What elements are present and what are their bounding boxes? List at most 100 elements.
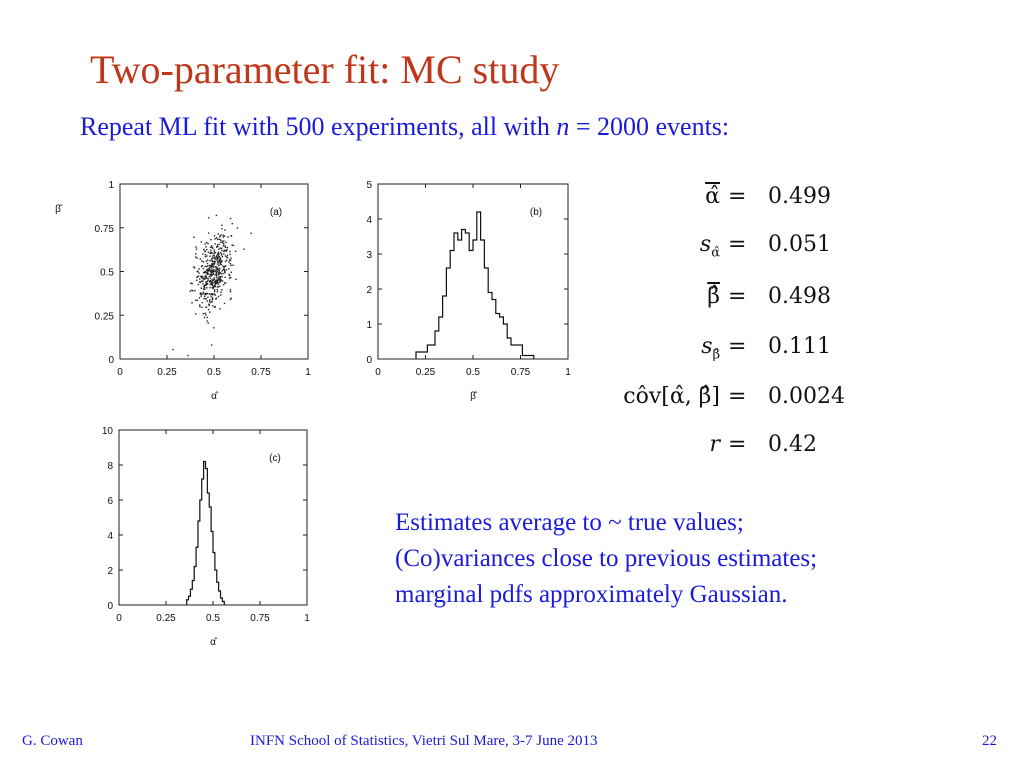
scatter-point (209, 274, 211, 276)
stat-eq: = (728, 232, 747, 257)
footer-author: G. Cowan (22, 733, 83, 749)
scatter-point (205, 283, 208, 286)
y-tick-label: 4 (107, 531, 113, 542)
scatter-point (214, 260, 216, 263)
scatter-point (217, 245, 219, 248)
stat-lhs: sα̂ (700, 232, 720, 260)
scatter-point (203, 284, 206, 287)
scatter-point (202, 291, 205, 293)
scatter-point (211, 265, 214, 267)
scatter-point (210, 267, 213, 269)
scatter-point (230, 259, 232, 261)
scatter-point (198, 272, 200, 274)
scatter-point (213, 253, 215, 255)
stat-eq: = (728, 184, 747, 209)
scatter-point (214, 282, 217, 284)
scatter-point (224, 270, 226, 272)
histogram-plot-b: 0 0.25 0.5 0.75 1 0 1 2 3 4 5 β̂ (b) (366, 180, 571, 402)
scatter-point (223, 302, 226, 305)
scatter-point (223, 269, 226, 271)
stat-alpha-mean: α̂ = 0.499 (600, 184, 860, 218)
scatter-point (201, 301, 203, 304)
stat-eq: = (728, 432, 747, 457)
scatter-point (209, 270, 212, 273)
scatter-point (217, 255, 220, 257)
scatter-point (222, 236, 225, 238)
scatter-point (219, 278, 222, 281)
scatter-point (211, 301, 213, 303)
scatter-point (214, 280, 216, 282)
scatter-point (216, 268, 218, 271)
scatter-point (205, 306, 208, 308)
y-tick-label: 2 (366, 285, 372, 296)
scatter-point (205, 284, 207, 286)
scatter-point (217, 233, 219, 235)
stat-lhs: β̂ (707, 284, 720, 309)
scatter-point (223, 240, 225, 242)
scatter-point (204, 271, 207, 273)
scatter-point (218, 277, 220, 280)
scatter-point (187, 354, 189, 357)
scatter-point (215, 274, 218, 276)
scatter-point (215, 279, 218, 282)
scatter-point (216, 244, 219, 246)
scatter-point (220, 234, 222, 236)
scatter-point (209, 283, 212, 286)
scatter-point (200, 287, 202, 289)
scatter-point (220, 263, 223, 266)
scatter-point (234, 250, 237, 253)
x-axis-label: α̂ (210, 636, 218, 648)
scatter-point (210, 273, 213, 275)
scatter-point (209, 277, 212, 280)
x-tick-label: 1 (305, 367, 311, 378)
scatter-point (209, 265, 212, 267)
scatter-point (224, 276, 226, 279)
conclusions: Estimates average to ~ true values; (Co)… (395, 505, 995, 613)
scatter-point (193, 236, 195, 238)
scatter-point (232, 264, 234, 266)
scatter-point (215, 276, 218, 278)
scatter-point (214, 238, 216, 240)
scatter-point (217, 256, 219, 259)
scatter-point (202, 271, 205, 274)
stat-value: 0.499 (768, 184, 831, 209)
scatter-point (218, 279, 220, 281)
scatter-point (196, 299, 198, 302)
scatter-point (213, 281, 215, 283)
scatter-point (209, 311, 211, 313)
scatter-point (215, 298, 217, 300)
scatter-point (195, 253, 197, 255)
scatter-point (212, 273, 214, 275)
scatter-point (210, 238, 212, 241)
slide-subtitle: Repeat ML fit with 500 experiments, all … (80, 112, 729, 142)
scatter-point (217, 283, 219, 285)
scatter-point (215, 237, 218, 239)
scatter-point (205, 293, 207, 296)
y-tick-label: 1 (108, 180, 114, 191)
x-axis-label: β̂ (470, 390, 478, 402)
scatter-point (212, 285, 215, 287)
scatter-point (199, 305, 201, 308)
scatter-point (208, 276, 210, 278)
scatter-point (231, 222, 234, 225)
scatter-point (213, 251, 215, 253)
scatter-point (229, 262, 232, 265)
scatter-point (204, 297, 207, 300)
scatter-point (229, 290, 232, 293)
scatter-point (250, 232, 252, 234)
scatter-point (199, 281, 202, 283)
y-tick-label: 6 (107, 496, 113, 507)
scatter-point (200, 293, 202, 296)
scatter-point (220, 253, 223, 255)
panel-label: (b) (530, 207, 542, 218)
scatter-point (203, 288, 205, 290)
scatter-point (225, 269, 228, 271)
scatter-point (219, 257, 222, 260)
scatter-point (215, 271, 218, 274)
scatter-point (212, 263, 215, 265)
stat-correlation: r = 0.42 (600, 432, 860, 466)
scatter-point (231, 244, 233, 246)
scatter-point (217, 268, 219, 271)
x-tick-label: 0.75 (511, 367, 531, 378)
scatter-point (217, 261, 219, 264)
